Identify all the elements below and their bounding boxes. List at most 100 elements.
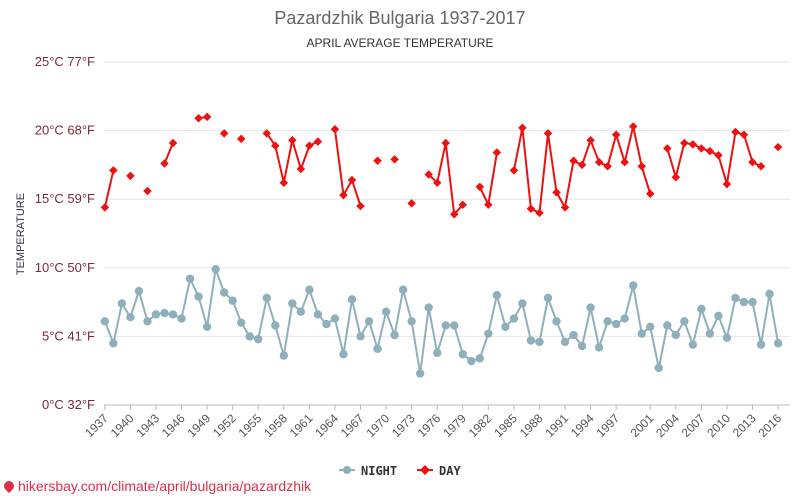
data-point[interactable] [552, 317, 561, 326]
data-point[interactable] [697, 144, 706, 153]
data-point[interactable] [663, 321, 672, 330]
data-point[interactable] [219, 288, 229, 297]
data-point[interactable] [185, 274, 195, 283]
data-point[interactable] [228, 296, 237, 305]
data-point[interactable] [262, 293, 271, 303]
data-point[interactable] [424, 303, 433, 312]
data-point[interactable] [611, 130, 621, 139]
data-point[interactable] [739, 130, 749, 139]
data-point[interactable] [143, 186, 152, 196]
data-point[interactable] [271, 141, 280, 150]
data-point[interactable] [526, 336, 536, 345]
data-point[interactable] [603, 317, 612, 326]
footer-link[interactable]: hikersbay.com/climate/april/bulgaria/paz… [1, 478, 312, 494]
data-point[interactable] [467, 356, 476, 366]
data-point[interactable] [518, 299, 527, 308]
data-point[interactable] [160, 308, 169, 318]
data-point[interactable] [773, 142, 783, 152]
data-point[interactable] [560, 337, 570, 347]
data-point[interactable] [594, 343, 604, 352]
data-point[interactable] [475, 182, 485, 192]
data-point[interactable] [202, 112, 212, 122]
data-point[interactable] [279, 178, 289, 187]
data-point[interactable] [594, 157, 604, 167]
data-point[interactable] [756, 162, 766, 171]
data-point[interactable] [441, 138, 450, 148]
data-point[interactable] [714, 311, 723, 321]
data-point[interactable] [586, 135, 595, 145]
data-point[interactable] [390, 155, 399, 164]
data-point[interactable] [748, 157, 757, 167]
data-point[interactable] [117, 299, 127, 308]
data-point[interactable] [271, 321, 280, 330]
data-point[interactable] [202, 322, 212, 331]
data-point[interactable] [509, 314, 519, 323]
data-point[interactable] [569, 156, 578, 166]
data-point[interactable] [680, 317, 689, 326]
data-point[interactable] [100, 317, 110, 326]
data-point[interactable] [671, 173, 681, 182]
data-point[interactable] [211, 264, 220, 274]
data-point[interactable] [492, 148, 502, 157]
data-point[interactable] [194, 292, 203, 301]
data-point[interactable] [458, 350, 467, 359]
data-point[interactable] [339, 190, 348, 200]
data-point[interactable] [663, 144, 672, 153]
data-point[interactable] [126, 171, 135, 181]
data-point[interactable] [432, 178, 442, 187]
data-point[interactable] [160, 159, 169, 168]
data-point[interactable] [739, 297, 749, 307]
data-point[interactable] [756, 340, 766, 349]
data-point[interactable] [254, 334, 263, 344]
data-point[interactable] [671, 330, 681, 340]
data-point[interactable] [245, 332, 254, 341]
data-point[interactable] [236, 134, 246, 144]
data-point[interactable] [398, 285, 408, 294]
data-point[interactable] [577, 341, 587, 351]
data-point[interactable] [296, 164, 306, 174]
data-point[interactable] [492, 291, 502, 300]
legend-item-day[interactable]: DAY [417, 464, 461, 478]
data-point[interactable] [484, 200, 493, 209]
data-point[interactable] [458, 200, 468, 209]
data-point[interactable] [373, 156, 382, 166]
data-point[interactable] [168, 138, 178, 148]
data-point[interactable] [194, 114, 203, 123]
data-point[interactable] [450, 210, 459, 219]
data-point[interactable] [543, 293, 553, 303]
data-point[interactable] [688, 140, 698, 149]
data-point[interactable] [603, 162, 612, 171]
data-point[interactable] [134, 286, 144, 296]
data-point[interactable] [535, 337, 544, 347]
data-point[interactable] [628, 122, 638, 131]
data-point[interactable] [305, 141, 314, 150]
data-point[interactable] [552, 188, 561, 197]
data-point[interactable] [407, 317, 416, 326]
data-point[interactable] [143, 317, 152, 326]
data-point[interactable] [168, 310, 178, 319]
data-point[interactable] [475, 354, 485, 363]
data-point[interactable] [722, 179, 732, 189]
data-point[interactable] [731, 127, 740, 137]
data-point[interactable] [109, 166, 118, 175]
data-point[interactable] [347, 295, 357, 304]
data-point[interactable] [433, 348, 442, 358]
data-point[interactable] [279, 351, 289, 360]
footer-url[interactable]: hikersbay.com/climate/april/bulgaria/paz… [18, 478, 312, 494]
legend[interactable]: NIGHT DAY [339, 464, 461, 478]
data-point[interactable] [705, 146, 715, 156]
data-point[interactable] [407, 199, 416, 208]
data-point[interactable] [126, 312, 135, 322]
data-point[interactable] [296, 307, 306, 316]
data-point[interactable] [237, 318, 246, 327]
data-point[interactable] [680, 138, 689, 148]
data-point[interactable] [441, 321, 450, 330]
data-point[interactable] [629, 281, 638, 290]
data-point[interactable] [722, 333, 732, 342]
data-point[interactable] [637, 162, 646, 171]
data-point[interactable] [356, 201, 365, 211]
data-point[interactable] [773, 339, 783, 348]
data-point[interactable] [509, 166, 519, 175]
data-point[interactable] [731, 293, 740, 303]
legend-item-night[interactable]: NIGHT [339, 464, 397, 478]
